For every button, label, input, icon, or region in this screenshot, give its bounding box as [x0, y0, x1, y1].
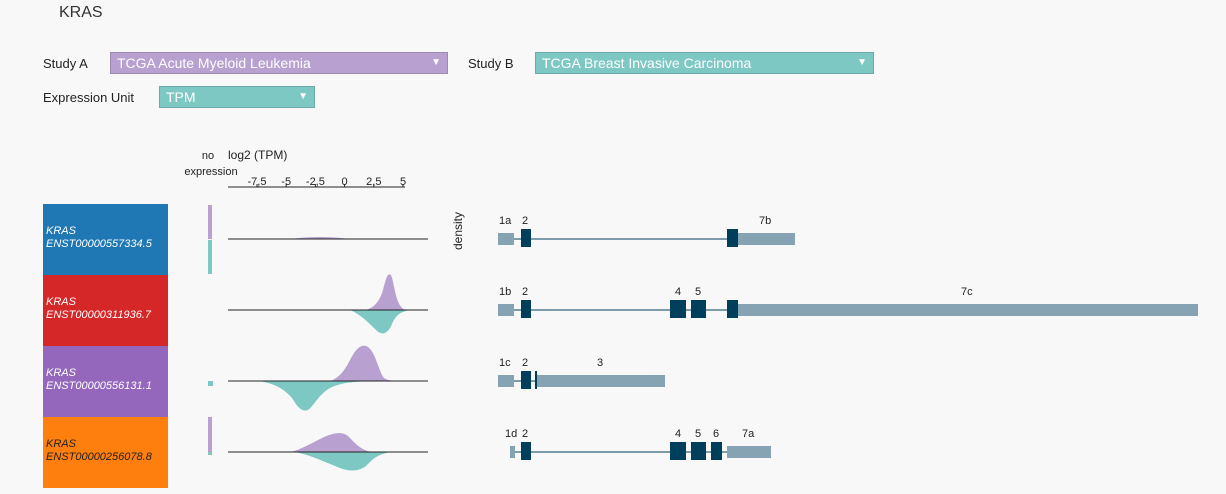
- exon-block[interactable]: [691, 300, 706, 318]
- study-b-label: Study B: [468, 56, 514, 71]
- axis-tick-label: -5: [281, 176, 291, 188]
- exon-label: 4: [675, 286, 681, 298]
- density-b: [350, 310, 410, 334]
- density-a: [290, 433, 372, 452]
- exon-label: 1a: [499, 215, 512, 227]
- exon-block[interactable]: [521, 229, 531, 247]
- utr-block: [498, 375, 514, 387]
- exon-label: 3: [597, 357, 603, 369]
- exon-label: 5: [695, 428, 701, 440]
- exon-block[interactable]: [670, 300, 686, 318]
- exon-block[interactable]: [711, 442, 722, 460]
- chevron-down-icon: ▼: [298, 91, 308, 102]
- utr-block: [738, 304, 1198, 316]
- exon-label: 2: [522, 357, 528, 369]
- exon-block[interactable]: [521, 300, 531, 318]
- transcript-label-3[interactable]: KRAS ENST00000556131.1: [43, 346, 168, 417]
- exon-label: 2: [522, 215, 528, 227]
- exon-label: 1d: [505, 428, 517, 440]
- chevron-down-icon: ▼: [431, 57, 441, 68]
- transcript-id: ENST00000557334.5: [46, 238, 152, 250]
- no-expression-label-2: expression: [184, 166, 237, 178]
- utr-block: [498, 233, 514, 245]
- density-plots: [208, 205, 428, 471]
- transcript-structures: 1a 2 7b 1b 2 4 5 7c 1c 2 3 1d 2 4 5 6 7a: [498, 215, 1198, 460]
- transcript-gene: KRAS: [46, 367, 76, 379]
- exon-label: 5: [695, 286, 701, 298]
- utr-block: [727, 446, 771, 458]
- no-expression-bar-b: [208, 381, 213, 386]
- axis-ticks: -7,5 -5 -2,5 0 2,5 5: [248, 176, 407, 188]
- exon-label: 7a: [742, 428, 755, 440]
- density-a: [330, 345, 405, 381]
- expression-axis: no expression log2 (TPM) -7,5 -5 -2,5 0 2,5 5: [184, 148, 407, 188]
- exon-label: 6: [713, 428, 719, 440]
- exon-label: 1c: [499, 357, 511, 369]
- axis-tick-label: -7,5: [248, 176, 267, 188]
- study-b-select[interactable]: TCGA Breast Invasive Carcinoma ▼: [535, 52, 874, 74]
- exon-block[interactable]: [691, 442, 706, 460]
- study-a-select[interactable]: TCGA Acute Myeloid Leukemia ▼: [110, 52, 448, 74]
- axis-tick-label: 2,5: [366, 176, 381, 188]
- transcript-label-2[interactable]: KRAS ENST00000311936.7: [43, 275, 168, 346]
- expression-unit-select[interactable]: TPM ▼: [159, 86, 315, 108]
- exon-label: 2: [522, 428, 528, 440]
- density-axis-label: density: [451, 212, 465, 250]
- utr-block: [498, 304, 514, 316]
- utr-block: [738, 233, 795, 245]
- exon-label: 7c: [961, 286, 973, 298]
- density-b: [295, 452, 390, 471]
- utr-block: [537, 375, 665, 387]
- study-a-value: TCGA Acute Myeloid Leukemia: [117, 55, 311, 71]
- expression-unit-label: Expression Unit: [43, 90, 135, 105]
- utr-block: [510, 446, 515, 458]
- axis-title: log2 (TPM): [228, 148, 287, 162]
- exon-block[interactable]: [521, 442, 531, 460]
- density-b: [258, 381, 370, 411]
- gene-title: KRAS: [59, 4, 103, 21]
- chevron-down-icon: ▼: [857, 57, 867, 68]
- axis-tick-label: 0: [342, 176, 348, 188]
- no-expression-label-1: no: [202, 150, 214, 162]
- expression-unit-value: TPM: [166, 89, 196, 105]
- exon-block[interactable]: [670, 442, 686, 460]
- exon-label: 7b: [759, 215, 771, 227]
- density-a: [365, 274, 405, 310]
- exon-block[interactable]: [521, 371, 531, 389]
- exon-label: 1b: [499, 286, 511, 298]
- no-expression-bar-a: [208, 417, 212, 452]
- transcript-id: ENST00000556131.1: [46, 380, 152, 392]
- exon-label: 2: [522, 286, 528, 298]
- transcript-gene: KRAS: [46, 438, 76, 450]
- transcript-label-4[interactable]: KRAS ENST00000256078.8: [43, 417, 168, 488]
- exon-label: 4: [675, 428, 681, 440]
- transcript-gene: KRAS: [46, 296, 76, 308]
- axis-tick-label: 5: [400, 176, 406, 188]
- transcript-id: ENST00000256078.8: [46, 451, 152, 463]
- study-a-label: Study A: [43, 56, 88, 71]
- no-expression-bar-a: [208, 205, 212, 239]
- transcript-id: ENST00000311936.7: [46, 309, 151, 321]
- transcript-label-1[interactable]: KRAS ENST00000557334.5: [43, 204, 168, 275]
- exon-block[interactable]: [727, 229, 738, 247]
- no-expression-bar-b: [208, 452, 212, 455]
- study-b-value: TCGA Breast Invasive Carcinoma: [542, 55, 752, 71]
- exon-block[interactable]: [727, 300, 738, 318]
- transcript-gene: KRAS: [46, 225, 76, 237]
- axis-tick-label: -2,5: [306, 176, 325, 188]
- density-label: density: [451, 212, 465, 250]
- no-expression-bar-b: [208, 240, 212, 274]
- exon-block[interactable]: [535, 371, 537, 389]
